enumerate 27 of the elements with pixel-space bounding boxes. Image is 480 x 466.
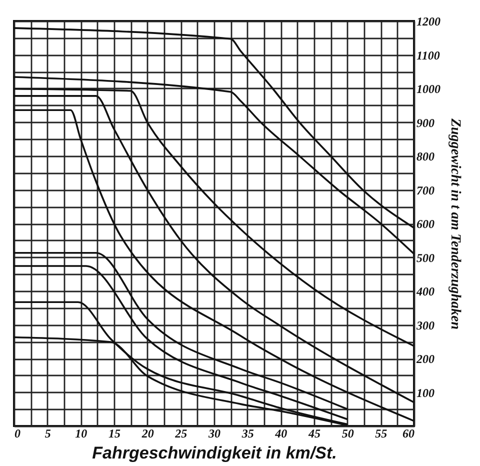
x-tick-label: 25 bbox=[174, 426, 188, 440]
y-tick-label: 900 bbox=[416, 116, 434, 130]
y-tick-label: 200 bbox=[416, 352, 434, 366]
y-tick-label: 700 bbox=[416, 183, 434, 198]
y-tick-label: 100 bbox=[416, 386, 434, 400]
x-axis-title: Fahrgeschwindigkeit in km/St. bbox=[92, 444, 337, 462]
y-tick-label: 600 bbox=[416, 217, 434, 231]
x-tick-label: 5 bbox=[44, 426, 51, 440]
y-axis-title: Zuggewicht in t am Tenderzughaken bbox=[448, 117, 462, 330]
y-tick-label: 1200 bbox=[416, 14, 440, 28]
x-tick-label: 20 bbox=[140, 426, 154, 440]
x-tick-label: 45 bbox=[308, 426, 320, 440]
x-tick-label: 55 bbox=[375, 426, 388, 440]
x-tick-label: 10 bbox=[75, 426, 88, 440]
y-tick-label: 300 bbox=[416, 318, 434, 332]
x-tick-label: 35 bbox=[240, 426, 254, 440]
y-tick-label: 800 bbox=[416, 150, 434, 164]
x-tick-label: 60 bbox=[402, 426, 414, 440]
x-tick-label: 50 bbox=[342, 426, 354, 440]
y-tick-label: 1100 bbox=[416, 48, 440, 62]
y-tick-label: 500 bbox=[416, 250, 434, 265]
x-tick-label: 15 bbox=[108, 426, 120, 440]
x-tick-label: 0 bbox=[14, 426, 20, 440]
x-tick-label: 30 bbox=[208, 426, 220, 440]
y-tick-label: 400 bbox=[416, 284, 434, 298]
y-tick-label: 1000 bbox=[416, 82, 440, 96]
x-tick-label: 40 bbox=[274, 426, 288, 440]
